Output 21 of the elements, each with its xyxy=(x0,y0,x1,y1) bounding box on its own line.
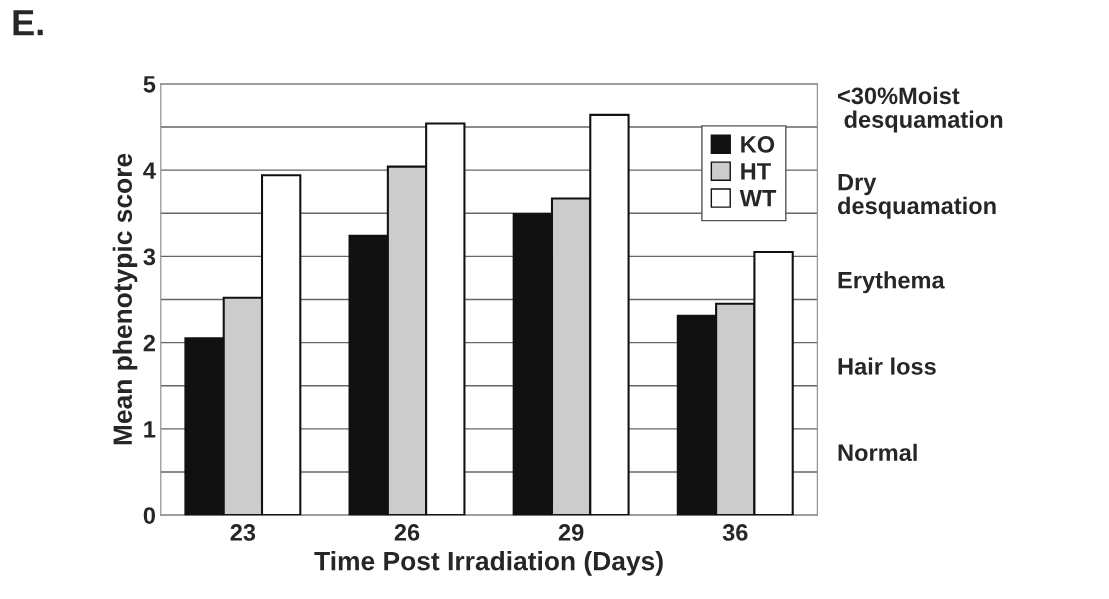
legend-label: KO xyxy=(741,136,775,153)
x-tick-label: 29 xyxy=(558,524,584,541)
chart-title: E. xyxy=(13,10,43,36)
y-tick-label: 4 xyxy=(143,162,156,179)
y-tick-label: 5 xyxy=(143,76,156,93)
x-tick-label: 26 xyxy=(394,524,420,541)
legend-label: WT xyxy=(739,190,777,207)
text: Erythema xyxy=(838,271,945,294)
y-tick-label: 2 xyxy=(143,334,155,352)
text: Normal xyxy=(838,443,917,462)
x-tick-label: 23 xyxy=(230,524,256,541)
text: Hair loss xyxy=(838,357,936,375)
y-tick-label: 0 xyxy=(143,507,155,524)
text: <30%Moist desquamation xyxy=(838,86,1003,133)
y-tick-label: 1 xyxy=(144,421,156,438)
legend-label: HT xyxy=(741,163,771,180)
x-axis-title: Time Post Irradiation (Days) xyxy=(314,551,663,576)
y-axis-title: Mean phenotypic score xyxy=(112,153,138,445)
y-tick-label: 3 xyxy=(143,248,156,266)
text: Dry desquamation xyxy=(838,173,996,219)
x-tick-label: 36 xyxy=(722,524,748,541)
